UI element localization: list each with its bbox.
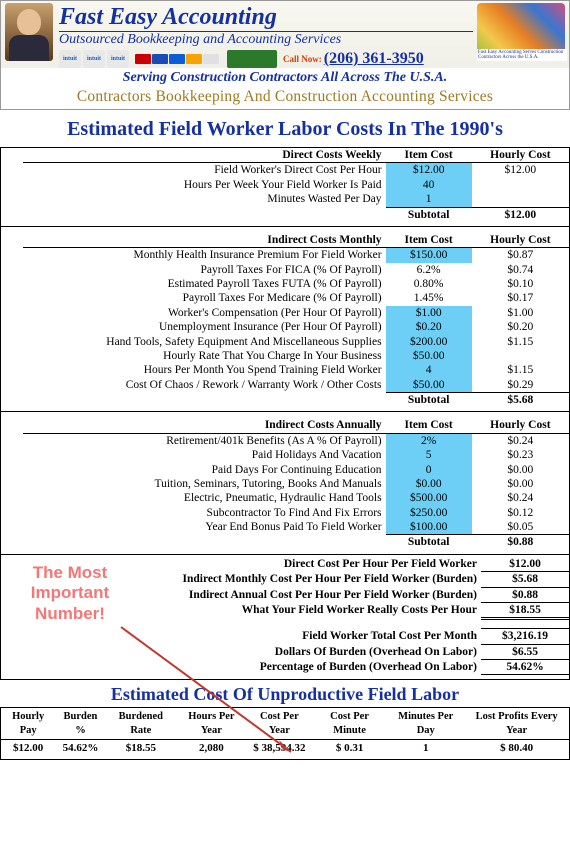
subtitle-line: Contractors Bookkeeping And Construction…	[1, 88, 569, 109]
brand-name: Fast Easy Accounting	[59, 5, 473, 29]
callout-text: The Most Important Number!	[15, 563, 125, 624]
page-title: Estimated Field Worker Labor Costs In Th…	[0, 118, 570, 141]
cost-table-frame: Direct Costs WeeklyItem CostHourly CostF…	[0, 147, 570, 680]
usa-map-image: Fast Easy Accounting Serves Construction…	[477, 3, 565, 59]
phone-link[interactable]: (206) 361-3950	[324, 50, 424, 68]
map-caption: Fast Easy Accounting Serves Construction…	[477, 49, 567, 61]
badge-row: intuitintuitintuit Call Now: (206) 361-3…	[59, 50, 473, 68]
cost-table: Direct Costs WeeklyItem CostHourly CostF…	[1, 148, 569, 555]
unproductive-table: Hourly PayBurden %Burdened RateHours Per…	[0, 707, 570, 760]
train-icon	[227, 50, 277, 68]
header: Fast Easy Accounting Outsourced Bookkeep…	[0, 0, 570, 110]
tagline: Outsourced Bookkeeping and Accounting Se…	[59, 31, 473, 48]
serving-line: Serving Construction Contractors All Acr…	[1, 68, 569, 88]
unproductive-title: Estimated Cost Of Unproductive Field Lab…	[0, 684, 570, 705]
headshot-image	[5, 3, 53, 61]
call-now-label: Call Now:	[283, 54, 322, 64]
